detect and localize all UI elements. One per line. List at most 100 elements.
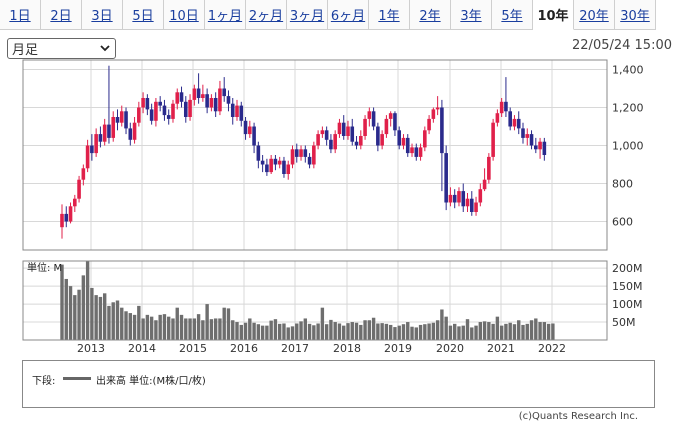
volume-bar bbox=[435, 320, 440, 340]
candle-body bbox=[98, 134, 103, 142]
candle-body bbox=[269, 158, 273, 173]
tab-8[interactable]: 6ヶ月 bbox=[328, 0, 369, 30]
candle-body bbox=[145, 98, 150, 110]
volume-bar bbox=[231, 320, 235, 340]
volume-bar bbox=[542, 322, 547, 340]
volume-bar bbox=[444, 316, 448, 340]
candle-body bbox=[239, 105, 244, 121]
volume-bar bbox=[162, 314, 167, 340]
tab-14[interactable]: 20年 bbox=[574, 0, 615, 30]
tab-2[interactable]: 3日 bbox=[82, 0, 123, 30]
candle-body bbox=[542, 141, 547, 155]
volume-bar bbox=[171, 318, 175, 340]
tab-4[interactable]: 10日 bbox=[164, 0, 205, 30]
year-tick-label: 2021 bbox=[487, 342, 515, 355]
candle-body bbox=[265, 164, 269, 173]
volume-bar bbox=[85, 261, 90, 340]
candle-body bbox=[73, 198, 77, 207]
period-select[interactable]: 月足 bbox=[7, 38, 116, 59]
volume-bar bbox=[273, 319, 278, 340]
candle-body bbox=[222, 88, 227, 97]
volume-bar bbox=[94, 295, 98, 340]
year-tick-label: 2016 bbox=[230, 342, 258, 355]
tab-12[interactable]: 5年 bbox=[492, 0, 533, 30]
candle-body bbox=[461, 191, 466, 207]
candle-body bbox=[60, 213, 64, 228]
volume-bar bbox=[124, 311, 128, 340]
price-tick-label: 800 bbox=[612, 178, 633, 191]
volume-bar bbox=[137, 305, 141, 340]
volume-bar bbox=[521, 324, 525, 340]
candle-body bbox=[393, 113, 397, 131]
tab-0[interactable]: 1日 bbox=[0, 0, 41, 30]
volume-bar bbox=[60, 264, 64, 340]
chart-legend: 下段: 出来高 単位:(M株/口/枚) bbox=[22, 360, 655, 408]
volume-bar bbox=[465, 319, 470, 340]
volume-tick-label: 100M bbox=[612, 298, 643, 311]
candle-body bbox=[525, 134, 530, 138]
candle-body bbox=[158, 101, 162, 106]
tab-7[interactable]: 3ヶ月 bbox=[287, 0, 328, 30]
candle-body bbox=[132, 122, 137, 140]
candle-body bbox=[188, 99, 192, 117]
candle-body bbox=[329, 139, 333, 150]
volume-bar bbox=[286, 327, 290, 340]
tab-9[interactable]: 1年 bbox=[369, 0, 410, 30]
tab-13[interactable]: 10年 bbox=[533, 0, 574, 30]
candle-body bbox=[149, 109, 154, 121]
candle-body bbox=[102, 124, 107, 142]
volume-bar bbox=[73, 295, 77, 340]
candle-body bbox=[384, 118, 389, 135]
volume-bar bbox=[448, 325, 453, 340]
volume-bar bbox=[482, 321, 487, 340]
volume-bar bbox=[380, 323, 384, 340]
candle-body bbox=[205, 94, 209, 108]
tab-3[interactable]: 5日 bbox=[123, 0, 164, 30]
volume-bar bbox=[504, 323, 508, 340]
candle-body bbox=[226, 96, 231, 104]
volume-bar bbox=[192, 318, 197, 340]
tab-15[interactable]: 30年 bbox=[615, 0, 656, 30]
volume-bar bbox=[77, 289, 81, 340]
candle-body bbox=[474, 202, 478, 212]
candle-body bbox=[448, 194, 453, 203]
volume-bar bbox=[346, 323, 350, 340]
candle-body bbox=[350, 126, 355, 142]
volume-bar bbox=[406, 322, 410, 340]
volume-bar bbox=[354, 322, 359, 340]
tab-10[interactable]: 2年 bbox=[410, 0, 451, 30]
candle-body bbox=[230, 103, 235, 117]
candle-body bbox=[499, 101, 504, 114]
candle-body bbox=[299, 149, 303, 157]
volume-bar bbox=[418, 324, 423, 340]
tab-5[interactable]: 1ヶ月 bbox=[205, 0, 246, 30]
volume-bar bbox=[295, 323, 299, 340]
candle-body bbox=[431, 109, 436, 119]
volume-bar bbox=[457, 326, 461, 340]
volume-bar bbox=[401, 324, 406, 340]
volume-bar bbox=[427, 323, 431, 340]
candle-body bbox=[166, 115, 171, 119]
candle-body bbox=[252, 126, 256, 146]
candle-body bbox=[312, 145, 316, 165]
candle-body bbox=[175, 92, 180, 104]
tab-11[interactable]: 3年 bbox=[451, 0, 492, 30]
volume-bar bbox=[440, 309, 444, 340]
chevron-down-icon bbox=[100, 45, 110, 52]
candle-body bbox=[512, 118, 517, 127]
tab-6[interactable]: 2ヶ月 bbox=[246, 0, 287, 30]
tab-1[interactable]: 2日 bbox=[41, 0, 82, 30]
year-tick-label: 2015 bbox=[179, 342, 207, 355]
candle-body bbox=[290, 149, 295, 165]
volume-bar bbox=[167, 316, 171, 340]
volume-tick-label: 150M bbox=[612, 280, 643, 293]
candle-body bbox=[107, 124, 111, 138]
candle-body bbox=[81, 168, 86, 180]
volume-bar bbox=[149, 316, 154, 340]
volume-bar bbox=[277, 323, 282, 340]
candle-body bbox=[414, 147, 419, 157]
candle-body bbox=[380, 134, 384, 146]
chart-datetime: 22/05/24 15:00 bbox=[572, 38, 672, 53]
volume-bar bbox=[329, 319, 333, 340]
stock-chart: 600 800 1,000 1,200 1,400 50M 100M 150M 200M 単位: … bbox=[22, 59, 644, 355]
